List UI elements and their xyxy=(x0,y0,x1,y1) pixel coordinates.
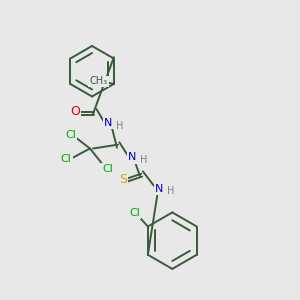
Text: Cl: Cl xyxy=(129,208,140,218)
Text: CH₃: CH₃ xyxy=(89,76,107,86)
Text: N: N xyxy=(155,184,163,194)
Text: Cl: Cl xyxy=(61,154,72,164)
Text: N: N xyxy=(128,152,136,162)
Text: N: N xyxy=(104,118,112,128)
Text: O: O xyxy=(70,106,80,118)
Text: H: H xyxy=(116,121,123,130)
Text: S: S xyxy=(119,173,127,186)
Text: Cl: Cl xyxy=(65,130,76,140)
Text: H: H xyxy=(140,155,147,165)
Text: Cl: Cl xyxy=(102,164,113,174)
Text: H: H xyxy=(167,186,174,196)
